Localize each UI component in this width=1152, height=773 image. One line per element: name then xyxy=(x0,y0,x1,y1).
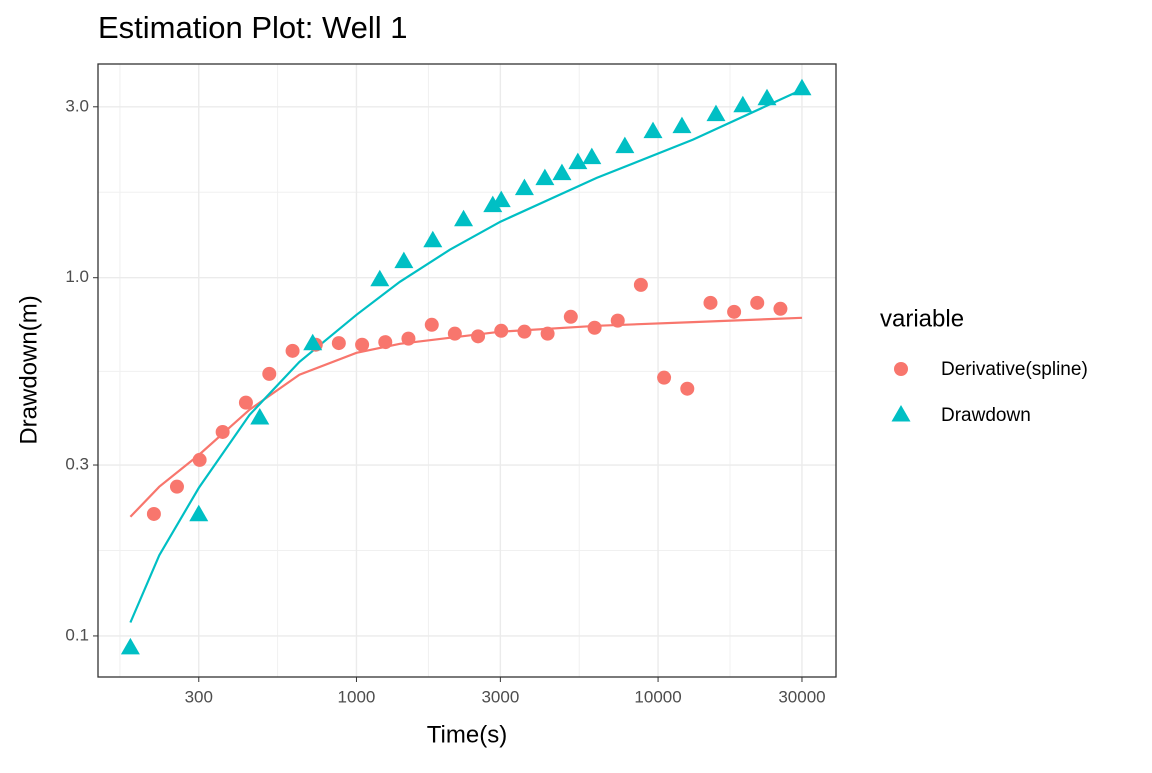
circle-point xyxy=(587,320,602,335)
triangle-point xyxy=(423,230,443,248)
x-tick-label: 30000 xyxy=(778,687,825,706)
x-tick-label: 300 xyxy=(185,687,213,706)
triangle-point xyxy=(643,121,663,139)
y-tick-label: 3.0 xyxy=(65,96,89,115)
x-axis-title: Time(s) xyxy=(427,721,507,748)
triangle-point xyxy=(483,195,503,213)
circle-point xyxy=(447,326,462,341)
fit-line xyxy=(129,88,803,623)
legend-label: Derivative(spline) xyxy=(941,359,1088,380)
circle-point xyxy=(285,343,300,358)
x-tick-label: 3000 xyxy=(481,687,519,706)
y-tick-label: 0.3 xyxy=(65,455,89,474)
legend-title: variable xyxy=(880,305,964,332)
triangle-point xyxy=(189,504,209,522)
fit-line xyxy=(129,316,803,518)
plot-area xyxy=(120,78,812,655)
triangle-point xyxy=(535,168,555,186)
triangle-point xyxy=(552,163,572,181)
triangle-point xyxy=(672,116,692,134)
circle-point xyxy=(517,324,532,339)
y-axis-title: Drawdown(m) xyxy=(15,295,42,444)
circle-point xyxy=(471,329,486,344)
circle-point xyxy=(378,335,393,350)
triangle-point xyxy=(733,95,753,113)
circle-point xyxy=(540,326,555,341)
panel-border xyxy=(97,63,837,678)
circle-point xyxy=(424,317,439,332)
triangle-point xyxy=(615,136,635,154)
triangle-point xyxy=(454,209,474,227)
circle-point xyxy=(633,277,648,292)
circle-point xyxy=(331,336,346,351)
circle-point xyxy=(680,381,695,396)
circle-point xyxy=(146,506,161,521)
triangle-point xyxy=(303,333,323,351)
circle-point xyxy=(773,301,788,316)
circle-point xyxy=(563,309,578,324)
triangle-point xyxy=(120,637,140,655)
circle-point xyxy=(657,370,672,385)
circle-point xyxy=(238,395,253,410)
triangle-point xyxy=(370,269,390,287)
y-tick-label: 1.0 xyxy=(65,267,89,286)
triangle-point xyxy=(514,178,534,196)
circle-point xyxy=(262,366,277,381)
chart-title: Estimation Plot: Well 1 xyxy=(98,10,408,45)
triangle-point xyxy=(582,147,602,165)
circle-point xyxy=(610,313,625,328)
circle-point xyxy=(215,424,230,439)
circle-point xyxy=(703,295,718,310)
triangle-point xyxy=(792,78,812,96)
triangle-point xyxy=(491,190,511,208)
circle-point xyxy=(894,362,908,376)
legend-label: Drawdown xyxy=(941,405,1031,426)
triangle-point xyxy=(757,88,777,106)
circle-point xyxy=(750,295,765,310)
circle-point xyxy=(401,331,416,346)
triangle-point xyxy=(891,405,911,422)
circle-point xyxy=(494,323,509,338)
grid xyxy=(98,64,836,677)
triangle-point xyxy=(394,251,414,269)
circle-point xyxy=(192,452,207,467)
triangle-point xyxy=(250,407,270,425)
circle-point xyxy=(727,304,742,319)
y-tick-label: 0.1 xyxy=(65,625,89,644)
triangle-point xyxy=(706,104,726,122)
x-tick-label: 10000 xyxy=(634,687,681,706)
triangle-point xyxy=(568,152,588,170)
circle-point xyxy=(355,337,370,352)
circle-point xyxy=(169,479,184,494)
x-tick-label: 1000 xyxy=(338,687,376,706)
